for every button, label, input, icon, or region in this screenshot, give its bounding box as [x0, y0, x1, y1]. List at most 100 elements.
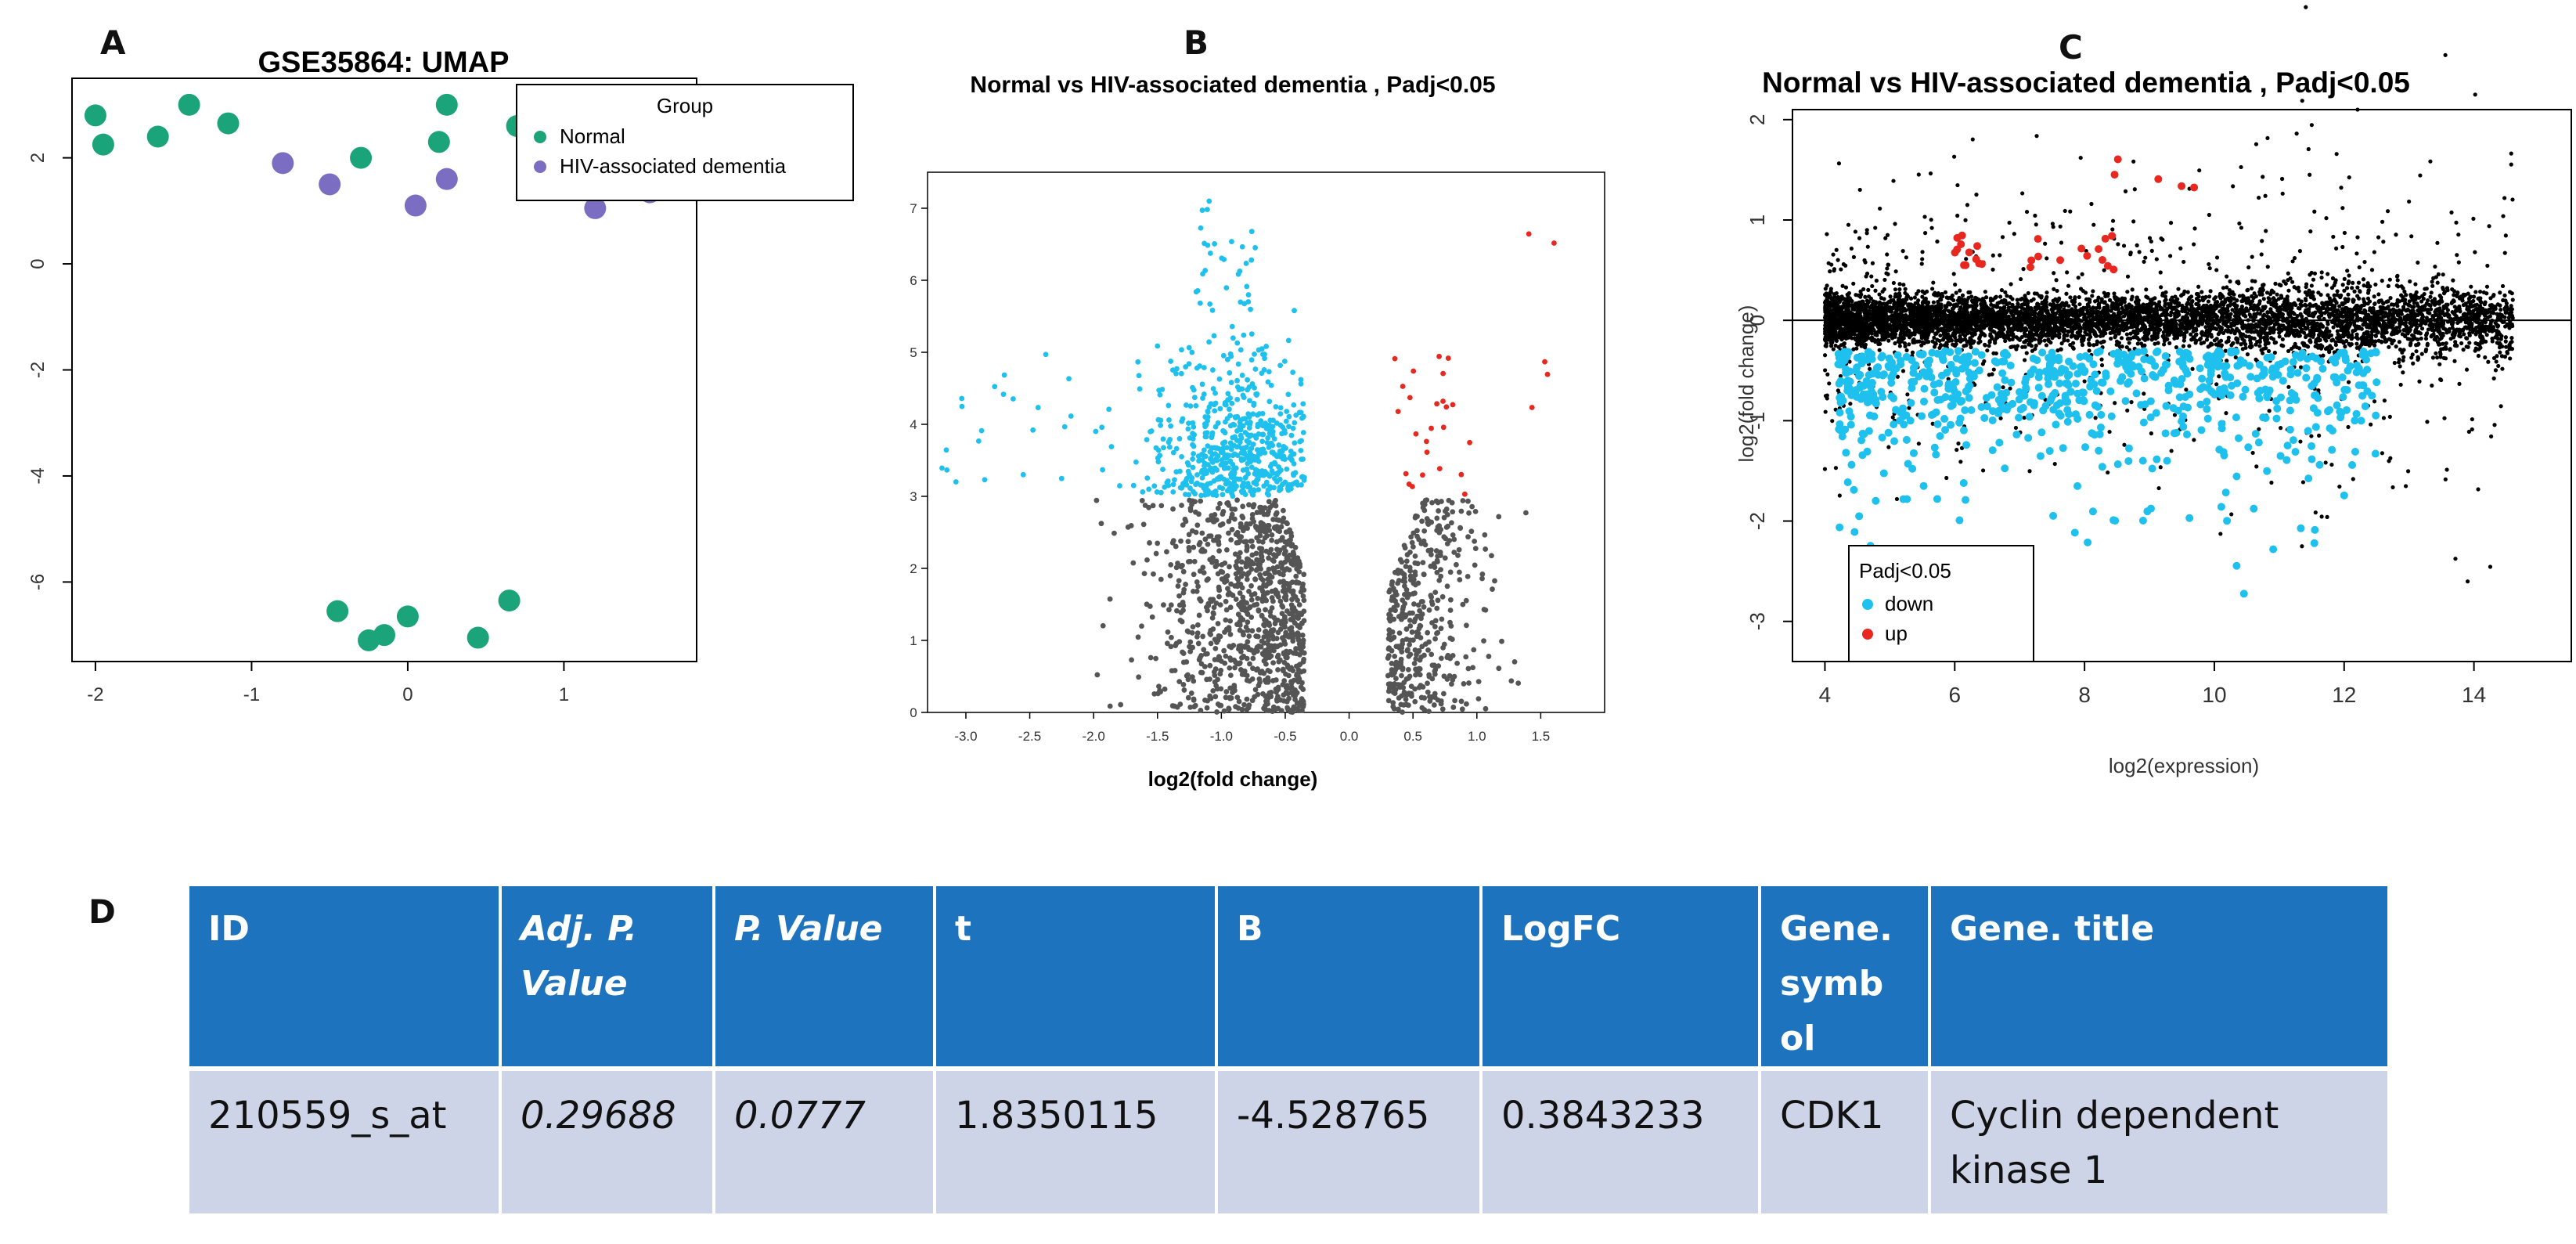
- data-point: [2509, 162, 2513, 167]
- data-point: [1248, 592, 1255, 598]
- data-point: [1168, 561, 1174, 568]
- data-point: [2300, 480, 2306, 485]
- data-point: [1403, 626, 1410, 632]
- data-point: [1277, 449, 1283, 454]
- data-point: [1216, 633, 1222, 639]
- data-point: [2039, 295, 2044, 300]
- data-point: [1511, 658, 1518, 665]
- data-point: [1429, 599, 1435, 604]
- data-point: [1280, 604, 1286, 610]
- data-point: [1206, 198, 1212, 204]
- data-point: [1260, 593, 1266, 599]
- data-point: [1263, 344, 1270, 349]
- data-point: [1281, 659, 1288, 665]
- data-point: [1411, 601, 1417, 607]
- data-point: [2257, 312, 2262, 316]
- data-point: [1149, 614, 1155, 620]
- data-point: [1211, 333, 1217, 339]
- data-point: [1245, 387, 1251, 393]
- data-point: [1425, 689, 1431, 695]
- data-point: [1259, 410, 1266, 416]
- data-point: [435, 168, 458, 190]
- data-point: [2008, 386, 2012, 391]
- data-point: [1496, 514, 1502, 520]
- data-point: [2361, 277, 2366, 282]
- data-point: [1227, 655, 1233, 662]
- data-point: [1922, 215, 1927, 219]
- data-point: [1239, 373, 1245, 378]
- data-point: [1300, 644, 1306, 650]
- data-point: [1456, 569, 1462, 575]
- data-point: [1180, 416, 1186, 422]
- data-point: [1836, 294, 1840, 300]
- data-point: [2178, 246, 2183, 251]
- x-axis-label: log2(expression): [2109, 754, 2259, 777]
- data-point: [1250, 411, 1256, 417]
- data-point: [1206, 533, 1212, 539]
- data-point: [1205, 409, 1211, 415]
- data-point: [1216, 593, 1222, 600]
- data-point: [1281, 359, 1288, 364]
- data-point: [2344, 286, 2350, 290]
- data-point: [1848, 402, 1853, 406]
- data-point: [2298, 365, 2304, 370]
- data-point: [2392, 360, 2397, 366]
- data-point: [2308, 229, 2313, 234]
- data-point: [2102, 301, 2106, 305]
- data-point: [1277, 405, 1284, 411]
- data-point: [2355, 285, 2360, 290]
- data-point: [1266, 555, 1272, 561]
- data-point: [2498, 350, 2502, 355]
- data-point: [1885, 233, 1890, 237]
- data-point: [1955, 213, 1960, 218]
- data-point: [2412, 334, 2416, 339]
- data-point: [1939, 297, 1944, 302]
- data-point: [1857, 300, 1861, 305]
- data-point: [1897, 336, 1901, 341]
- data-point: [1928, 171, 1933, 176]
- data-point: [1270, 449, 1276, 456]
- data-point: [1414, 613, 1420, 619]
- data-point: [1434, 630, 1439, 636]
- data-point: [1973, 295, 1978, 300]
- data-point: [1220, 352, 1227, 359]
- data-point: [1267, 609, 1274, 615]
- data-point: [1466, 510, 1472, 516]
- data-point: [1266, 485, 1273, 492]
- data-point: [1202, 414, 1209, 420]
- data-point: [1241, 604, 1247, 611]
- data-point: [1429, 425, 1434, 431]
- data-point: [1256, 627, 1262, 633]
- x-tick-label: 10: [2202, 683, 2226, 707]
- data-point: [1185, 539, 1191, 545]
- data-point: [1440, 370, 1447, 377]
- data-point: [1252, 384, 1257, 391]
- data-point: [1117, 483, 1122, 489]
- data-point: [1243, 444, 1249, 450]
- data-point: [1265, 434, 1271, 441]
- data-point: [1173, 370, 1179, 377]
- data-point: [1420, 472, 1425, 478]
- data-point: [1206, 339, 1212, 345]
- data-point: [1214, 686, 1220, 692]
- data-point: [1397, 557, 1403, 563]
- data-point: [1439, 706, 1446, 712]
- data-point: [1269, 532, 1275, 538]
- data-point: [2131, 335, 2136, 340]
- data-point: [1280, 424, 1286, 431]
- data-point: [1240, 484, 1246, 490]
- data-point: [1410, 368, 1417, 374]
- data-point: [1179, 453, 1185, 460]
- data-point: [1421, 707, 1428, 713]
- data-point: [1276, 569, 1282, 575]
- data-point: [1248, 357, 1255, 363]
- data-point: [1180, 600, 1186, 605]
- data-point: [1223, 546, 1230, 553]
- data-point: [1281, 507, 1286, 514]
- data-point: [1272, 499, 1277, 505]
- data-point: [1133, 459, 1139, 465]
- data-point: [2125, 290, 2130, 294]
- data-point: [1227, 487, 1233, 493]
- data-point: [1466, 680, 1472, 686]
- data-point: [1454, 561, 1459, 568]
